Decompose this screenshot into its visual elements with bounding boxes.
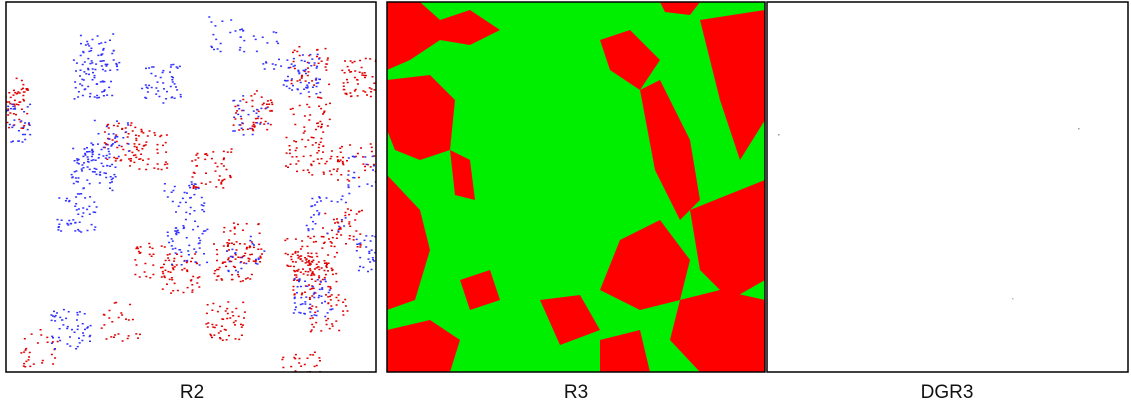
region: [387, 175, 430, 310]
region: [387, 75, 455, 160]
region: [670, 290, 765, 372]
pixel: [1078, 128, 1080, 130]
region: [387, 2, 500, 70]
region: [460, 270, 500, 310]
panel-label: R2: [180, 382, 204, 403]
pixel: [1012, 298, 1014, 300]
region: [387, 320, 460, 372]
region: [600, 220, 690, 310]
panel-background: [766, 1, 1129, 373]
region: [600, 30, 660, 90]
panel-r2: [5, 1, 377, 373]
panel-border: [386, 1, 766, 373]
region: [450, 150, 475, 200]
pixel: [778, 134, 780, 136]
panel-dgr3: [766, 1, 1129, 373]
region: [690, 180, 765, 300]
region: [640, 80, 700, 220]
region: [540, 295, 600, 345]
region: [660, 2, 700, 15]
panel-label: R3: [564, 382, 588, 403]
panel-r3: [386, 1, 766, 373]
panel-border: [5, 1, 377, 373]
region: [600, 330, 650, 372]
region: [700, 10, 765, 160]
red-regions: [387, 2, 765, 372]
panel-label: DGR3: [921, 382, 974, 403]
